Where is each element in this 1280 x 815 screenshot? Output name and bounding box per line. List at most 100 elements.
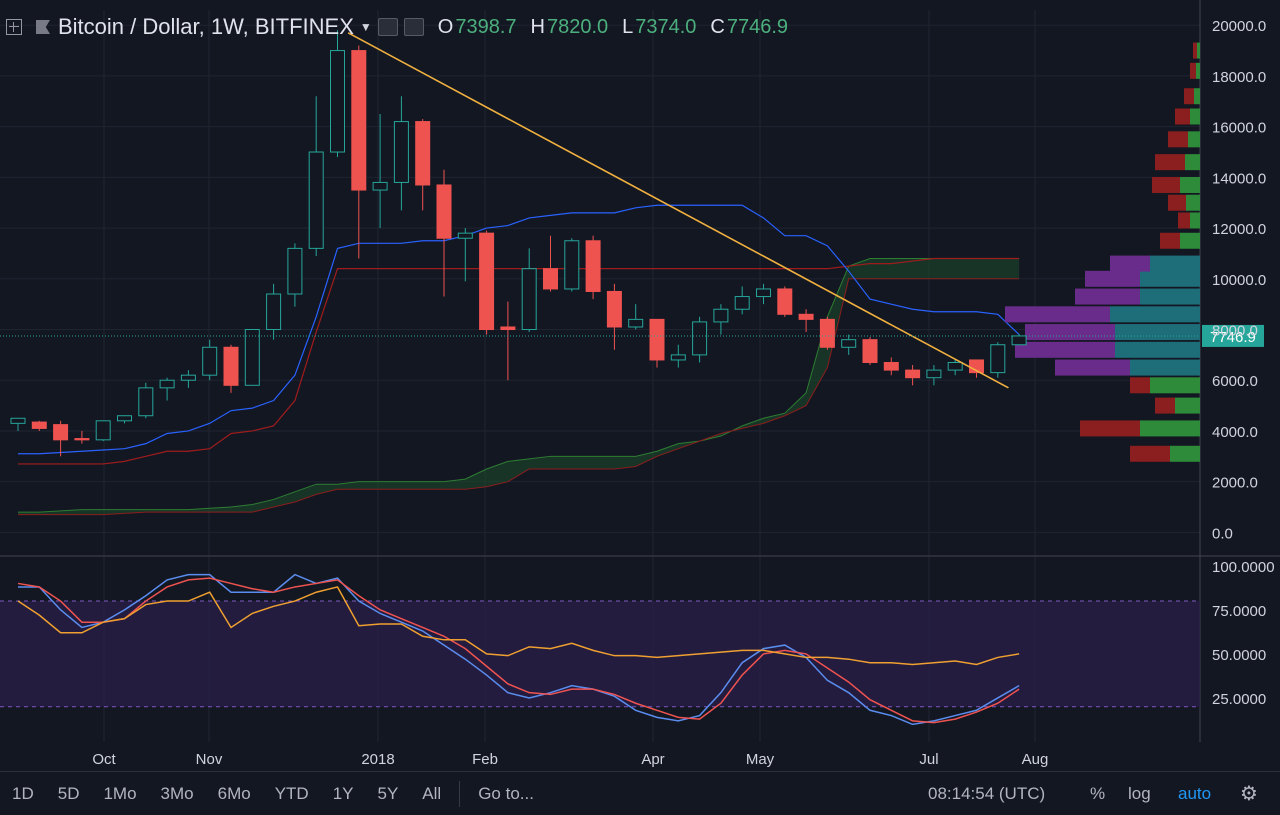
cloud-upper-line — [18, 258, 1020, 513]
go-to-button[interactable]: Go to... — [478, 783, 534, 803]
candle-body — [10, 417, 26, 424]
candle — [10, 417, 26, 431]
candle-body — [990, 344, 1006, 374]
range-1y[interactable]: 1Y — [332, 783, 354, 803]
oscillator-tick: 50.0000 — [1212, 647, 1266, 664]
candle-body — [330, 50, 345, 153]
candle — [287, 243, 303, 307]
candle — [585, 235, 601, 300]
gear-icon[interactable]: ⚙ — [1240, 783, 1258, 805]
volume-bar — [1168, 131, 1188, 148]
volume-bar — [1178, 212, 1190, 229]
volume-bar — [1186, 194, 1200, 211]
eye-icon[interactable] — [377, 18, 398, 36]
candle-body — [756, 288, 771, 298]
oscillator-tick: 75.0000 — [1212, 603, 1266, 620]
candle-body — [905, 369, 921, 379]
time-tick: 2018 — [361, 751, 394, 768]
volume-bar — [1025, 324, 1115, 341]
range-all[interactable]: All — [422, 783, 442, 803]
candle — [862, 337, 878, 366]
candle-body — [947, 361, 963, 371]
volume-bar — [1188, 131, 1200, 148]
candle-body — [692, 321, 708, 356]
range-6mo[interactable]: 6Mo — [217, 783, 251, 803]
range-5d[interactable]: 5D — [57, 783, 80, 803]
volume-bar — [1015, 341, 1115, 358]
high-value: H 7820.0 — [530, 15, 609, 38]
candle — [138, 382, 154, 419]
candle — [543, 235, 558, 292]
candle — [905, 365, 921, 386]
candle-body — [862, 339, 878, 363]
time-tick: May — [746, 751, 775, 768]
volume-bar — [1180, 176, 1200, 193]
candle-body — [244, 329, 260, 386]
candle — [564, 238, 580, 292]
time-tick: Apr — [641, 751, 664, 768]
candle-body — [628, 318, 644, 328]
candle — [1011, 334, 1027, 346]
range-1d[interactable]: 1D — [12, 783, 34, 803]
volume-bar — [1193, 42, 1197, 59]
candle — [756, 283, 771, 305]
candle — [95, 420, 111, 442]
candle-body — [74, 438, 90, 441]
symbol-title[interactable]: Bitcoin / Dollar, 1W, BITFINEX — [58, 14, 354, 39]
oscillator-line — [18, 573, 1020, 726]
trendline — [347, 32, 1009, 389]
volume-bar — [1160, 232, 1180, 249]
candle-body — [798, 313, 814, 320]
volume-bar — [1140, 420, 1200, 437]
price-tick: 14000.0 — [1212, 170, 1266, 187]
candle — [883, 357, 899, 376]
settings-icon[interactable] — [403, 18, 424, 36]
expand-icon[interactable] — [6, 19, 22, 35]
candles — [10, 30, 1027, 457]
candle-body — [436, 184, 452, 239]
range-3mo[interactable]: 3Mo — [160, 783, 194, 803]
percent-scale-button[interactable]: % — [1090, 783, 1106, 803]
clock-time[interactable]: 08:14:54 (UTC) — [928, 783, 1046, 803]
candle-body — [926, 369, 942, 379]
candle — [180, 370, 196, 388]
volume-bar — [1194, 88, 1200, 105]
candle-body — [202, 346, 218, 376]
time-tick: Nov — [196, 751, 223, 768]
volume-bar — [1110, 306, 1200, 323]
auto-scale-button[interactable]: auto — [1178, 783, 1212, 803]
price-tick: 12000.0 — [1212, 221, 1266, 238]
range-5y[interactable]: 5Y — [377, 783, 399, 803]
candle — [734, 286, 750, 315]
candle — [628, 304, 644, 330]
oscillator-band — [0, 601, 1200, 707]
candle-body — [713, 308, 729, 323]
chevron-down-icon[interactable]: ▼ — [359, 20, 372, 34]
time-tick: Aug — [1022, 751, 1049, 768]
price-badge-bg — [1202, 324, 1264, 347]
candle — [308, 96, 324, 256]
candle — [670, 344, 686, 368]
volume-bar — [1005, 306, 1110, 323]
volume-bar — [1190, 212, 1200, 229]
candle-body — [819, 318, 835, 348]
volume-bar — [1075, 288, 1140, 305]
range-ytd[interactable]: YTD — [274, 783, 309, 803]
candle-body — [372, 181, 388, 191]
range-1mo[interactable]: 1Mo — [103, 783, 137, 803]
candle-body — [777, 288, 793, 315]
candle-body — [585, 240, 601, 292]
candle — [606, 283, 622, 350]
red-line — [18, 257, 1020, 465]
volume-bar — [1080, 420, 1140, 437]
candle — [841, 334, 857, 355]
flag-icon[interactable] — [36, 20, 50, 34]
grid — [0, 10, 1200, 742]
log-scale-button[interactable]: log — [1128, 783, 1151, 803]
price-tick: 16000.0 — [1212, 120, 1266, 137]
candle-body — [287, 247, 303, 295]
candle — [713, 304, 729, 335]
oscillator-tick: 25.0000 — [1212, 691, 1266, 708]
candle-body — [670, 354, 686, 361]
